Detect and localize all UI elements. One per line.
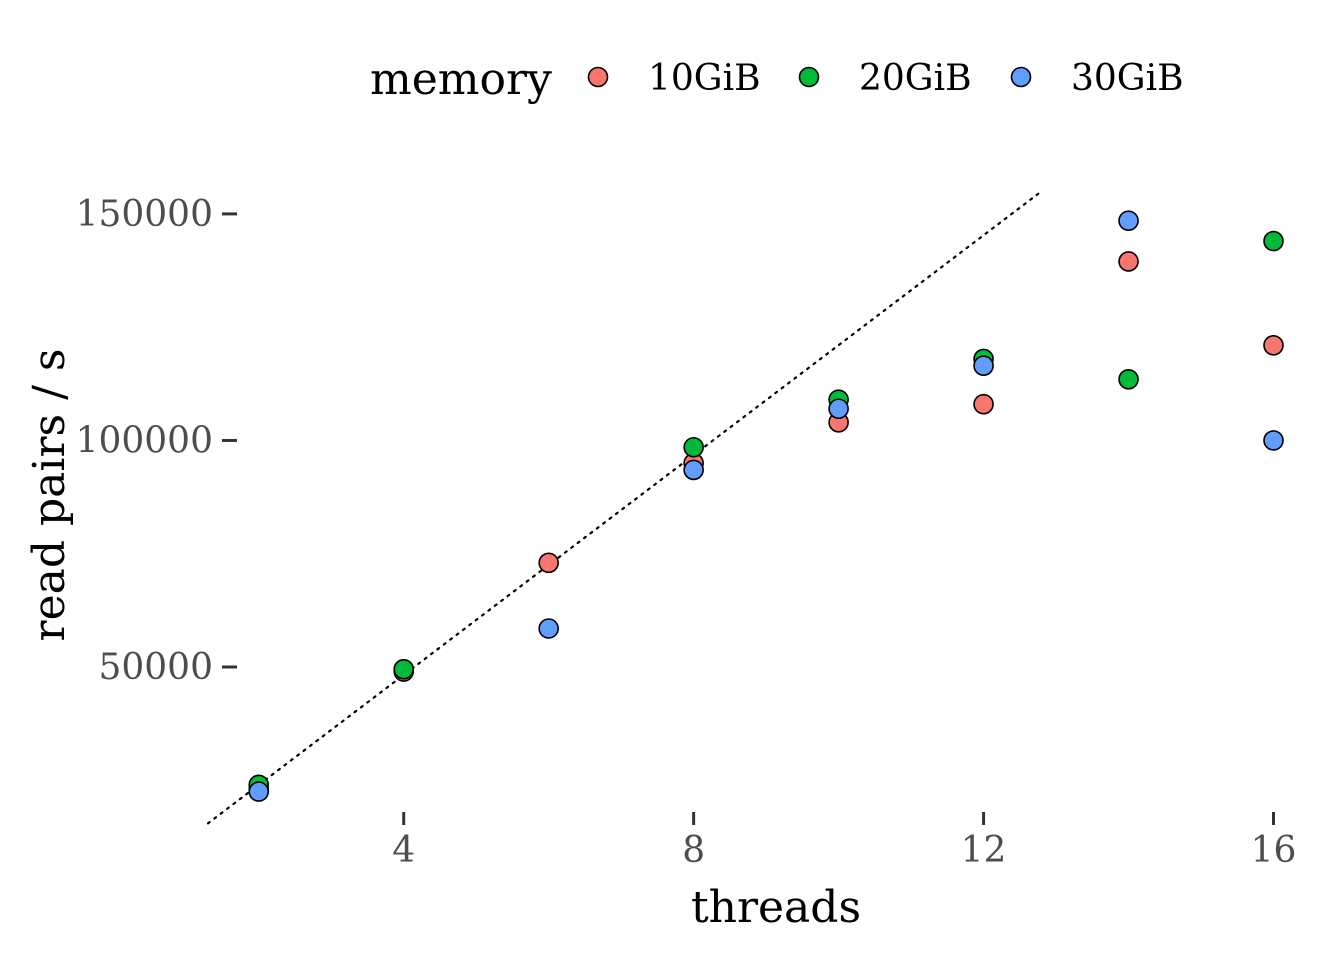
legend-key-10GiB — [587, 66, 609, 88]
data-point-30GiB — [828, 398, 849, 420]
x-axis-ticks: 4 8 12 16 — [392, 812, 1296, 871]
x-tick-label: 4 — [392, 830, 415, 871]
data-point-20GiB — [1263, 230, 1284, 252]
data-point-30GiB — [1118, 210, 1139, 231]
data-point-30GiB — [1263, 430, 1284, 451]
data-point-20GiB — [393, 658, 415, 680]
data-point-10GiB — [1263, 335, 1284, 356]
y-axis-title: read pairs / s — [24, 349, 75, 642]
data-point-20GiB — [1118, 368, 1139, 390]
data-point-10GiB — [1118, 251, 1139, 272]
reference-line-group — [206, 190, 1043, 825]
data-point-20GiB — [683, 436, 704, 458]
x-tick-label: 12 — [961, 830, 1007, 871]
x-axis-title: threads — [691, 882, 861, 933]
x-tick-label: 8 — [682, 830, 705, 871]
y-tick-label: 50000 — [98, 647, 213, 688]
data-point-30GiB — [973, 355, 994, 376]
data-point-10GiB — [973, 393, 994, 415]
reference-line — [206, 190, 1043, 825]
legend-key-30GiB — [1010, 66, 1032, 88]
axes: 50000 100000 150000 4 8 12 16 threads read pa… — [24, 194, 1296, 933]
data-point-30GiB — [683, 459, 704, 481]
data-points — [248, 210, 1284, 802]
legend-items: 10GiB 20GiB 30GiB — [587, 58, 1184, 99]
data-point-10GiB — [538, 552, 559, 574]
plot-area — [206, 190, 1284, 825]
legend-label-20GiB: 20GiB — [859, 58, 972, 99]
legend-label-10GiB: 10GiB — [648, 58, 761, 99]
x-tick-label: 16 — [1251, 830, 1297, 871]
y-tick-label: 150000 — [76, 194, 213, 235]
legend-title: memory — [370, 54, 552, 105]
y-axis-ticks: 50000 100000 150000 — [76, 194, 237, 688]
legend-label-30GiB: 30GiB — [1071, 58, 1184, 99]
legend: memory 10GiB 20GiB 30GiB — [370, 54, 1184, 105]
legend-key-20GiB — [798, 66, 820, 88]
data-point-30GiB — [248, 781, 270, 802]
y-tick-label: 100000 — [76, 420, 213, 461]
data-point-30GiB — [538, 618, 559, 639]
